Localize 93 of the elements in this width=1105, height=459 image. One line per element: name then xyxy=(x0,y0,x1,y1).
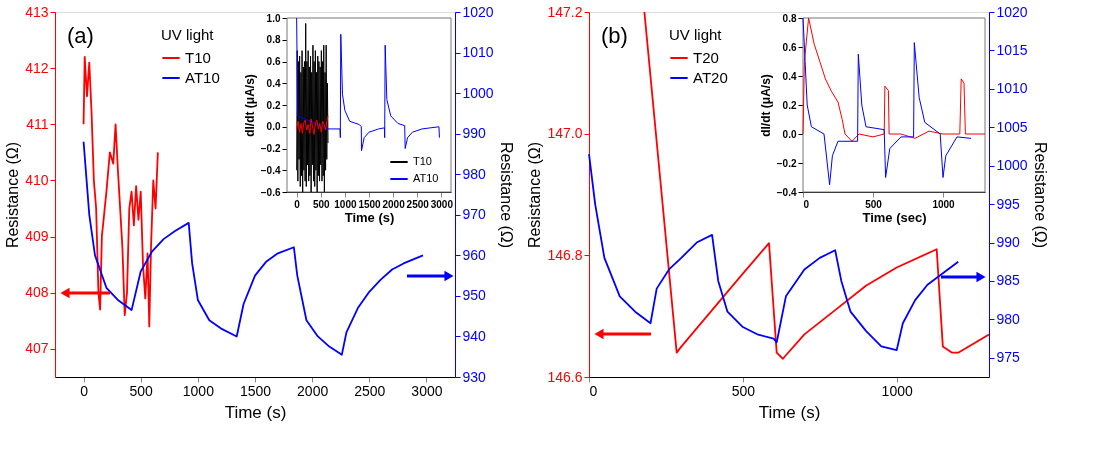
y-axis-title: dI/dt (μA/s) xyxy=(242,74,257,137)
x-tick-label: 0 xyxy=(80,382,89,399)
y-tick-label: 410 xyxy=(25,171,49,188)
y2-axis-title: Resistance (Ω) xyxy=(497,141,515,249)
y-tick-label: −0.6 xyxy=(260,186,281,198)
line-series xyxy=(296,22,329,193)
y2-tick-label: 940 xyxy=(462,327,487,344)
legend-label: T10 xyxy=(185,49,211,66)
x-tick-label: 1000 xyxy=(182,382,215,399)
annotation: (b) xyxy=(601,23,628,48)
x-tick-label: 1000 xyxy=(334,198,357,210)
y-tick-label: 0.4 xyxy=(266,77,281,89)
y-tick-label: 146.8 xyxy=(547,246,583,263)
y2-tick-label: 960 xyxy=(462,246,487,263)
legend-title: UV light xyxy=(669,26,723,43)
y-tick-label: 407 xyxy=(25,340,49,357)
line-series xyxy=(643,11,990,360)
y-tick-label: 147.2 xyxy=(547,3,583,20)
y2-tick-label: 990 xyxy=(996,234,1021,251)
y-tick-label: 0.6 xyxy=(266,56,281,67)
y2-tick-label: 980 xyxy=(996,310,1021,327)
y2-tick-label: 1020 xyxy=(462,3,494,20)
legend-label: AT10 xyxy=(413,172,439,184)
y2-tick-label: 1010 xyxy=(996,80,1028,97)
y2-tick-label: 1000 xyxy=(996,157,1028,174)
y-tick-label: 1.0 xyxy=(266,12,281,24)
y2-tick-label: 980 xyxy=(462,165,487,182)
y-axis-title: dI/dt (μA/s) xyxy=(758,74,773,137)
y-axis-title: Resistance (Ω) xyxy=(4,141,22,249)
y-tick-label: 146.6 xyxy=(547,368,583,385)
x-tick-label: 1000 xyxy=(932,198,956,210)
y2-tick-label: 950 xyxy=(462,287,487,304)
line-series xyxy=(802,17,972,186)
y-tick-label: 0.8 xyxy=(782,12,797,24)
x-axis-title: Time (sec) xyxy=(862,209,927,225)
x-tick-label: 500 xyxy=(129,382,154,399)
y-tick-label: 0.4 xyxy=(782,70,797,82)
x-tick-label: 0 xyxy=(803,198,810,210)
x-tick-label: 500 xyxy=(731,382,756,399)
x-tick-label: 3000 xyxy=(430,198,454,210)
x-axis-title: Time (s) xyxy=(224,402,287,422)
y-tick-label: 0.6 xyxy=(782,41,797,53)
y-tick-label: 412 xyxy=(25,59,49,76)
x-tick-label: 2000 xyxy=(297,382,329,399)
legend-label: AT10 xyxy=(185,69,220,86)
annotation: (a) xyxy=(67,23,94,48)
y-tick-label: −0.2 xyxy=(260,143,281,154)
x-tick-label: 2500 xyxy=(406,198,430,210)
line-series xyxy=(296,115,329,135)
x-axis-title: Time (s) xyxy=(758,402,821,422)
y2-tick-label: 930 xyxy=(462,368,487,385)
legend-label: T20 xyxy=(693,49,719,66)
y-tick-label: 0.0 xyxy=(782,128,797,140)
y2-tick-label: 1020 xyxy=(996,3,1028,20)
x-tick-label: 1500 xyxy=(358,198,382,210)
x-tick-label: 2500 xyxy=(354,382,386,399)
y-tick-label: 413 xyxy=(25,3,49,20)
y2-tick-label: 970 xyxy=(462,206,487,223)
y2-tick-label: 990 xyxy=(462,125,487,142)
x-tick-label: 0 xyxy=(589,382,598,399)
legend-label: T10 xyxy=(413,155,432,167)
y2-tick-label: 975 xyxy=(996,349,1021,366)
y-tick-label: −0.4 xyxy=(776,186,797,198)
x-tick-label: 2000 xyxy=(382,198,406,210)
x-axis-title: Time (s) xyxy=(344,209,395,225)
x-tick-label: 1000 xyxy=(881,382,913,399)
y-tick-label: 0.0 xyxy=(266,121,281,133)
y-tick-label: 411 xyxy=(26,115,49,132)
y-tick-label: −0.4 xyxy=(260,164,281,176)
y-tick-label: 408 xyxy=(25,284,49,301)
y2-tick-label: 1005 xyxy=(996,118,1028,135)
y2-tick-label: 1010 xyxy=(462,44,494,61)
y2-tick-label: 1015 xyxy=(996,41,1028,58)
y2-tick-label: 1000 xyxy=(462,84,494,101)
y-tick-label: 0.2 xyxy=(266,99,281,111)
x-tick-label: 0 xyxy=(294,198,301,210)
x-tick-label: 500 xyxy=(312,198,331,210)
x-tick-label: 1500 xyxy=(239,382,272,399)
y-axis-title: Resistance (Ω) xyxy=(526,141,544,249)
legend-title: UV light xyxy=(161,26,215,43)
legend-label: AT20 xyxy=(693,69,728,86)
y2-axis-title: Resistance (Ω) xyxy=(1031,141,1049,249)
y-tick-label: 409 xyxy=(25,228,49,245)
y-tick-label: 0.2 xyxy=(782,99,797,111)
y2-tick-label: 995 xyxy=(996,195,1021,212)
y-tick-label: −0.2 xyxy=(776,157,797,169)
x-tick-label: 3000 xyxy=(411,382,443,399)
y-tick-label: 147.0 xyxy=(547,125,583,142)
y2-tick-label: 985 xyxy=(996,272,1021,289)
line-series xyxy=(802,17,986,142)
x-tick-label: 500 xyxy=(865,198,883,210)
y-tick-label: 0.8 xyxy=(266,34,281,46)
line-series xyxy=(296,17,440,152)
